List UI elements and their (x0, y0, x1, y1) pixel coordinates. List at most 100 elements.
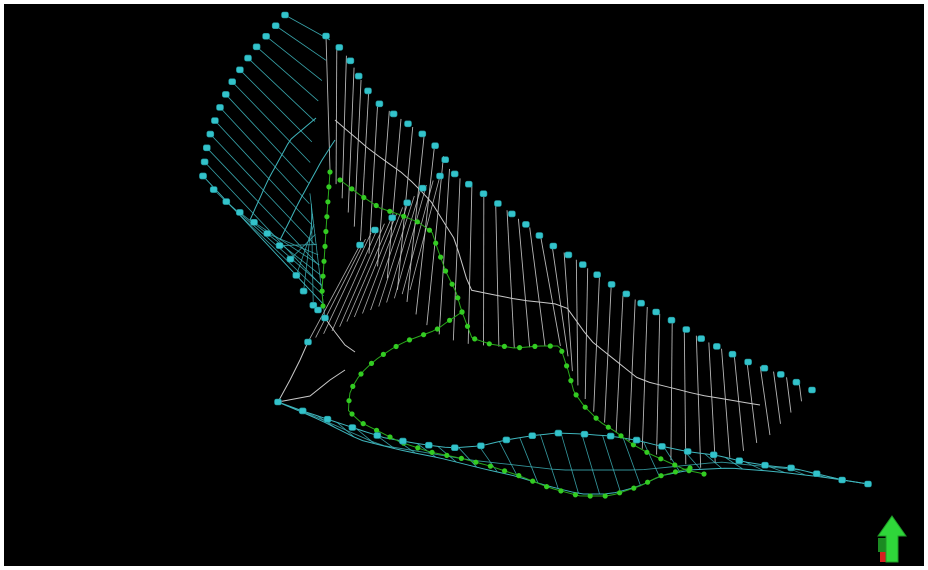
cyan-node (236, 66, 244, 74)
green-node (324, 214, 330, 220)
cyan-wire (560, 433, 579, 494)
cyan-node (348, 424, 357, 431)
green-node (547, 343, 553, 349)
cyan-node (418, 184, 427, 192)
cyan-node (314, 306, 322, 314)
green-node (530, 478, 536, 484)
green-node (672, 462, 678, 468)
green-node (502, 468, 508, 474)
grey-wire (746, 361, 758, 444)
cyan-node (389, 110, 398, 118)
grey-wire (604, 284, 612, 423)
green-node (572, 492, 579, 498)
cyan-node (735, 457, 744, 465)
green-node (658, 456, 664, 462)
green-node (501, 343, 507, 349)
cyan-node (335, 44, 344, 51)
cyan-node (373, 432, 382, 439)
cyan-node (364, 87, 372, 95)
cyan-node (252, 43, 261, 51)
green-node (672, 469, 679, 475)
cyan-node (356, 241, 364, 249)
cyan-node (222, 91, 230, 98)
cyan-wire (206, 147, 319, 266)
green-node (564, 363, 570, 369)
cyan-wire (499, 441, 519, 478)
cyan-node (864, 480, 872, 488)
green-node (517, 345, 523, 351)
green-node (401, 213, 407, 219)
cyan-node (479, 190, 488, 197)
grey-wire (401, 180, 434, 295)
grey-wire (307, 244, 361, 343)
cyan-node (199, 172, 207, 180)
wireframe-scene[interactable] (4, 4, 924, 566)
green-node (701, 471, 707, 477)
cyan-node (371, 226, 379, 234)
cyan-node (431, 142, 439, 149)
grey-wire (798, 383, 802, 402)
cyan-node (776, 371, 785, 378)
cyan-wire (225, 94, 309, 184)
cyan-node (250, 219, 258, 226)
green-node (630, 442, 637, 448)
cyan-node (838, 476, 846, 484)
cyan-node (263, 230, 272, 237)
green-node (327, 169, 333, 175)
cyan-node (580, 430, 589, 438)
cyan-node (216, 104, 224, 111)
cyan-node (593, 271, 601, 279)
cyan-node (787, 464, 795, 472)
green-node (631, 485, 637, 491)
green-node (559, 348, 565, 354)
cyan-node (292, 272, 301, 279)
green-node (568, 378, 574, 384)
orientation-axis[interactable] (877, 515, 907, 563)
cyan-node (375, 100, 384, 108)
cyan-wire (214, 120, 312, 225)
cyan-node (399, 437, 407, 445)
green-node (558, 488, 564, 494)
cyan-curve (249, 117, 317, 221)
cyan-node (637, 299, 645, 307)
grey-wire (353, 213, 398, 318)
green-node (325, 199, 331, 205)
cyan-wire (267, 233, 319, 256)
green-node (368, 360, 375, 366)
cyan-node (535, 232, 544, 239)
green-node (360, 421, 366, 427)
green-node (349, 186, 355, 192)
grey-wire (415, 144, 436, 315)
grey-curve (277, 341, 309, 403)
cyan-wire (279, 244, 317, 246)
green-node (358, 371, 364, 377)
cyan-node (262, 32, 270, 40)
green-node (346, 398, 352, 404)
cyan-node (281, 11, 289, 19)
grey-wire (370, 201, 409, 311)
cyan-node (222, 198, 231, 205)
grey-wire (335, 45, 338, 185)
green-node (602, 493, 608, 499)
grey-wire (628, 299, 636, 442)
cyan-node (450, 170, 459, 178)
green-node (319, 288, 325, 294)
cyan-node (578, 261, 587, 268)
green-node (645, 479, 651, 485)
green-node (326, 184, 332, 190)
cyan-wire (745, 461, 764, 472)
3d-viewport[interactable] (4, 4, 924, 566)
cyan-node (436, 172, 444, 180)
green-node (337, 177, 343, 183)
grey-wire (347, 67, 355, 213)
cyan-node (607, 281, 616, 288)
green-node (447, 317, 453, 323)
grey-wire (452, 178, 461, 341)
cyan-node (322, 32, 330, 40)
green-node (472, 336, 478, 342)
cyan-node (211, 117, 219, 124)
green-node (323, 228, 329, 235)
green-node (320, 273, 326, 279)
green-node (374, 427, 380, 433)
grey-wire (378, 195, 415, 307)
